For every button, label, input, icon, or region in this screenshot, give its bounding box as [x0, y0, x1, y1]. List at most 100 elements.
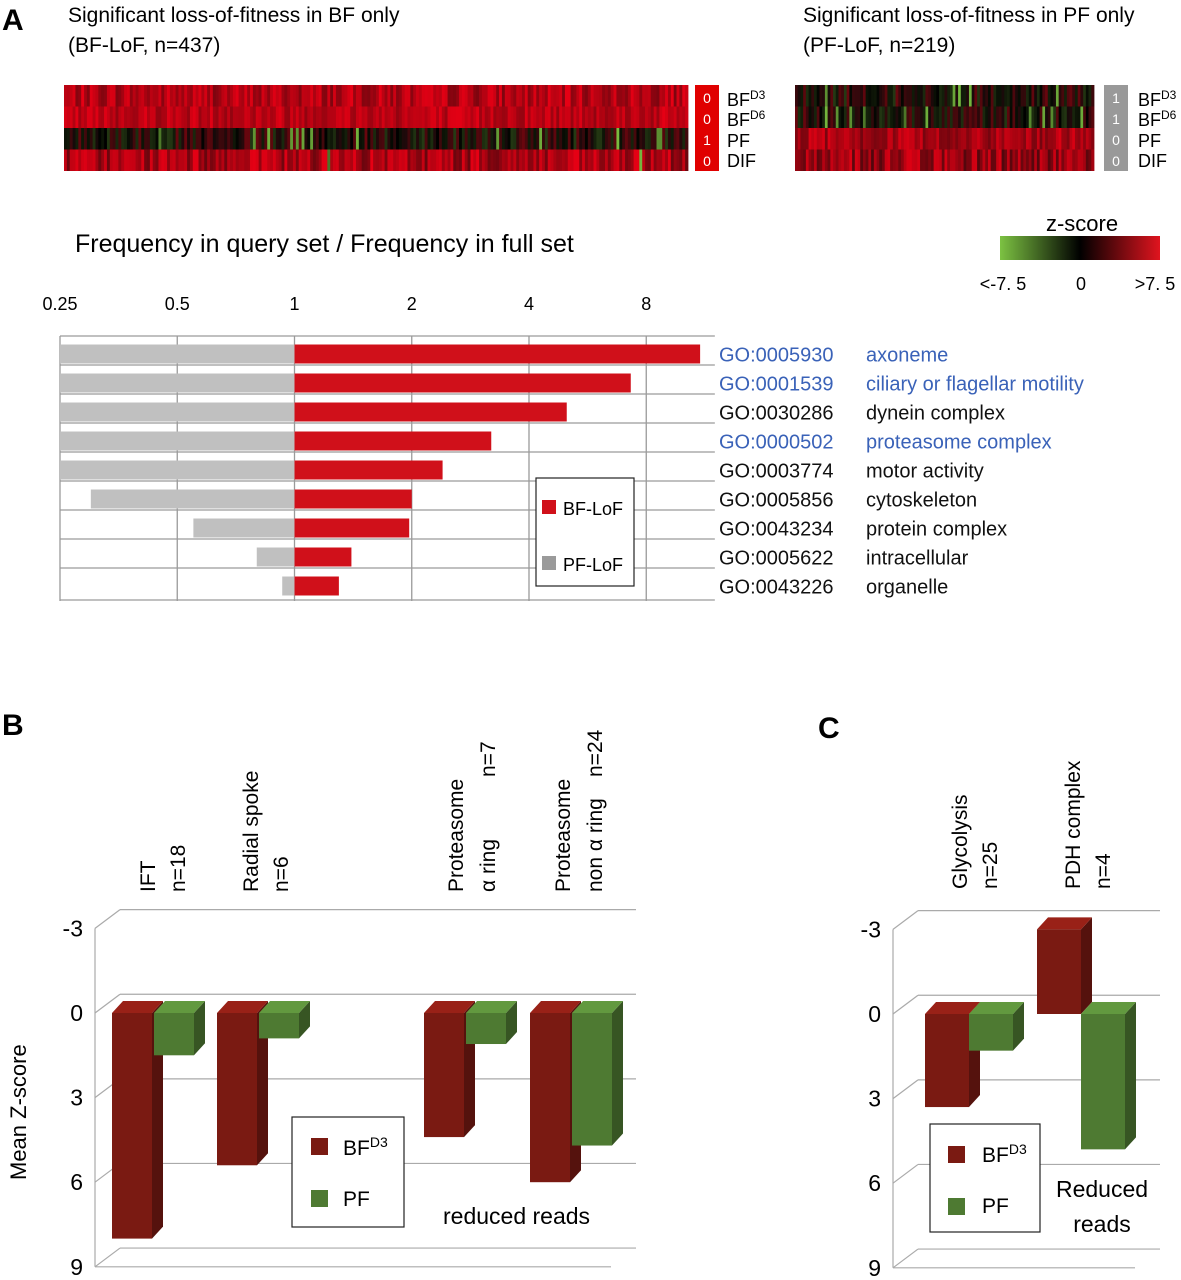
heatmap-cell: [164, 149, 168, 171]
heatmap-cell: [604, 128, 609, 150]
heatmap-cell: [66, 85, 71, 107]
heatmap-cell: [250, 128, 254, 150]
heatmap-cell: [599, 149, 603, 171]
colorbar-gradient: [1000, 236, 1160, 260]
heatmap-cell: [977, 106, 981, 128]
heatmap-cell: [906, 149, 910, 171]
heatmap-cell: [1066, 85, 1070, 107]
heatmap-cell: [519, 149, 523, 171]
heatmap-cell: [941, 128, 945, 150]
heatmap-cell: [936, 128, 940, 150]
zchart-category-label: Proteasome: [552, 779, 575, 892]
heatmap-cell: [390, 106, 394, 128]
heatmap-cell: [481, 128, 486, 150]
heatmap-cell: [949, 149, 954, 171]
heatmap-cell: [1055, 149, 1060, 171]
zchart-bar-top: [572, 1001, 623, 1013]
heatmap-cell: [679, 128, 683, 150]
heatmap-cell: [1047, 128, 1051, 150]
heatmap-cell: [542, 106, 546, 128]
heatmap-cell: [129, 106, 134, 128]
heatmap-cell: [444, 149, 448, 171]
heatmap-cell: [1058, 85, 1062, 107]
heatmap-cell: [135, 128, 139, 150]
heatmap-cell: [579, 128, 583, 150]
heatmap-cell: [456, 149, 460, 171]
heatmap-cell: [235, 85, 239, 107]
heatmap-cell: [985, 128, 989, 150]
heatmap-cell: [255, 106, 260, 128]
heatmap-cell: [327, 149, 331, 171]
heatmap-cell: [599, 85, 603, 107]
heatmap-cell: [647, 85, 652, 107]
heatmap-cell: [358, 85, 363, 107]
heatmap-cell: [504, 85, 509, 107]
heatmap-cell: [966, 85, 970, 107]
heatmap-cell: [987, 128, 992, 150]
heatmap-cell: [189, 149, 194, 171]
heatmap-cell: [281, 85, 285, 107]
heatmap-cell: [247, 128, 251, 150]
heatmap-cell: [270, 85, 274, 107]
heatmap-cell: [876, 85, 880, 107]
heatmap-cell: [579, 106, 583, 128]
go-bar-pf-lof: [60, 460, 295, 480]
heatmap-cell: [835, 85, 839, 107]
heatmap-cell: [665, 149, 669, 171]
heatmap-cell: [824, 149, 829, 171]
heatmap-cell: [189, 85, 194, 107]
heatmap-cell: [811, 149, 815, 171]
heatmap-cell: [521, 149, 526, 171]
zchart-y-tick-label: -3: [63, 915, 83, 941]
heatmap-cell: [587, 85, 592, 107]
heatmap-cell: [816, 85, 820, 107]
heatmap-cell: [421, 128, 426, 150]
heatmap-cell: [559, 128, 563, 150]
heatmap-cell: [86, 106, 91, 128]
heatmap-cell: [854, 106, 858, 128]
heatmap-cell: [925, 128, 929, 150]
heatmap-cell: [187, 149, 191, 171]
heatmap-cell: [490, 149, 494, 171]
heatmap-cell: [887, 106, 891, 128]
heatmap-cell: [89, 128, 94, 150]
heatmap-cell: [370, 85, 374, 107]
heatmap-cell: [676, 149, 680, 171]
zchart-y-tick-label: 6: [70, 1169, 83, 1195]
heatmap-cell: [453, 128, 457, 150]
heatmap-cell: [267, 85, 271, 107]
heatmap-cell: [204, 149, 208, 171]
heatmap-pf-lof-badge-column: [1104, 85, 1128, 171]
heatmap-cell: [304, 85, 308, 107]
heatmap-cell: [192, 128, 197, 150]
heatmap-cell: [441, 128, 446, 150]
heatmap-cell: [795, 106, 799, 128]
heatmap-cell: [516, 128, 520, 150]
heatmap-cell: [438, 149, 443, 171]
heatmap-cell: [1026, 106, 1030, 128]
heatmap-cell: [384, 85, 388, 107]
heatmap-cell: [865, 149, 869, 171]
heatmap-cell: [936, 85, 940, 107]
heatmap-cell: [381, 106, 385, 128]
heatmap-cell: [911, 149, 915, 171]
heatmap-cell: [275, 85, 280, 107]
heatmap-cell: [158, 106, 162, 128]
heatmap-cell: [407, 85, 411, 107]
zchart-bar-top: [259, 1001, 310, 1013]
heatmap-cell: [1015, 106, 1019, 128]
heatmap-cell: [138, 128, 142, 150]
heatmap-cell: [141, 128, 145, 150]
heatmap-cell: [89, 85, 94, 107]
heatmap-cell: [819, 149, 823, 171]
heatmap-cell: [1069, 106, 1073, 128]
heatmap-cell: [86, 128, 91, 150]
heatmap-cell: [155, 149, 159, 171]
heatmap-cell: [64, 149, 68, 171]
heatmap-cell: [602, 128, 606, 150]
heatmap-cell: [235, 149, 239, 171]
heatmap-cell: [132, 106, 136, 128]
heatmap-cell: [438, 128, 443, 150]
heatmap-cell: [192, 149, 197, 171]
